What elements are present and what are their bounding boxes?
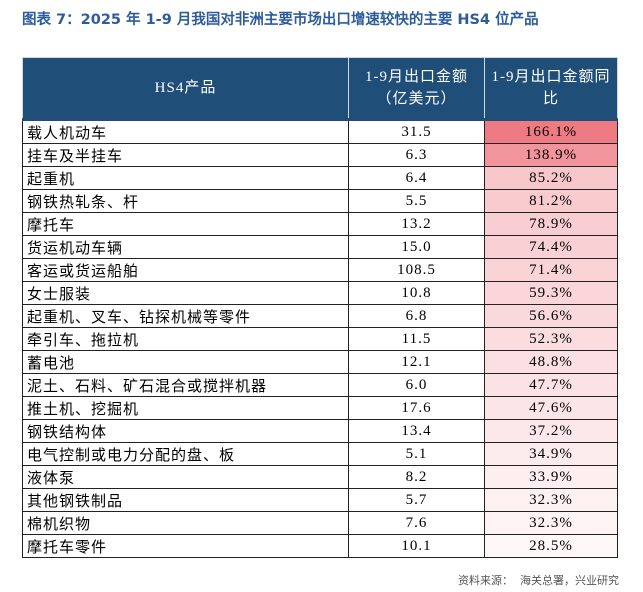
table-cell: 其他钢铁制品 bbox=[22, 488, 349, 512]
table-cell: 5.5 bbox=[348, 189, 485, 213]
table-cell: 棉机织物 bbox=[22, 511, 349, 535]
table-cell: 10.8 bbox=[348, 281, 485, 305]
table-cell: 37.2% bbox=[484, 419, 618, 443]
table-row: 棉机织物 7.6 32.3% bbox=[22, 511, 618, 535]
header-row: HS4产品 1-9月出口金额（亿美元） 1-9月出口金额同比 bbox=[22, 57, 618, 120]
table-row: 女士服装 10.8 59.3% bbox=[22, 281, 618, 305]
column-header: 1-9月出口金额同比 bbox=[484, 57, 618, 120]
table-row: 泥土、石料、矿石混合或搅拌机器 6.0 47.7% bbox=[22, 373, 618, 397]
table-cell: 17.6 bbox=[348, 396, 485, 420]
table-cell: 6.4 bbox=[348, 166, 485, 190]
table-cell: 起重机、叉车、钻探机械等零件 bbox=[22, 304, 349, 328]
table-cell: 78.9% bbox=[484, 212, 618, 236]
table-cell: 电气控制或电力分配的盘、板 bbox=[22, 442, 349, 466]
table-row: 电气控制或电力分配的盘、板 5.1 34.9% bbox=[22, 442, 618, 466]
table-cell: 28.5% bbox=[484, 534, 618, 558]
table-cell: 8.2 bbox=[348, 465, 485, 489]
table-cell: 液体泵 bbox=[22, 465, 349, 489]
table-cell: 13.4 bbox=[348, 419, 485, 443]
table-row: 其他钢铁制品 5.7 32.3% bbox=[22, 488, 618, 512]
table-cell: 起重机 bbox=[22, 166, 349, 190]
table-cell: 女士服装 bbox=[22, 281, 349, 305]
table-cell: 载人机动车 bbox=[22, 118, 349, 144]
column-header: 1-9月出口金额（亿美元） bbox=[348, 57, 485, 120]
table-row: 牵引车、拖拉机 11.5 52.3% bbox=[22, 327, 618, 351]
table-cell: 34.9% bbox=[484, 442, 618, 466]
table-row: 起重机 6.4 85.2% bbox=[22, 166, 618, 190]
table-cell: 52.3% bbox=[484, 327, 618, 351]
table-cell: 12.1 bbox=[348, 350, 485, 374]
table-cell: 33.9% bbox=[484, 465, 618, 489]
table-row: 蓄电池 12.1 48.8% bbox=[22, 350, 618, 374]
table-cell: 138.9% bbox=[484, 143, 618, 167]
table-cell: 108.5 bbox=[348, 258, 485, 282]
table-cell: 挂车及半挂车 bbox=[22, 143, 349, 167]
table-cell: 蓄电池 bbox=[22, 350, 349, 374]
title: 图表 7：2025 年 1-9 月我国对非洲主要市场出口增速较快的主要 HS4 … bbox=[22, 12, 539, 28]
table-cell: 摩托车 bbox=[22, 212, 349, 236]
table-row: 货运机动车辆 15.0 74.4% bbox=[22, 235, 618, 259]
table-row: 摩托车 13.2 78.9% bbox=[22, 212, 618, 236]
table-row: 载人机动车 31.5 166.1% bbox=[22, 118, 618, 144]
table-cell: 货运机动车辆 bbox=[22, 235, 349, 259]
table-cell: 59.3% bbox=[484, 281, 618, 305]
table-row: 钢铁结构体 13.4 37.2% bbox=[22, 419, 618, 443]
table-cell: 5.7 bbox=[348, 488, 485, 512]
table-cell: 81.2% bbox=[484, 189, 618, 213]
table-cell: 6.0 bbox=[348, 373, 485, 397]
table-row: 钢铁热轧条、杆 5.5 81.2% bbox=[22, 189, 618, 213]
table-cell: 47.6% bbox=[484, 396, 618, 420]
table-cell: 推土机、挖掘机 bbox=[22, 396, 349, 420]
table-row: 挂车及半挂车 6.3 138.9% bbox=[22, 143, 618, 167]
table-cell: 11.5 bbox=[348, 327, 485, 351]
table-row: 客运或货运船舶 108.5 71.4% bbox=[22, 258, 618, 282]
table-cell: 6.8 bbox=[348, 304, 485, 328]
table-cell: 钢铁结构体 bbox=[22, 419, 349, 443]
table-cell: 32.3% bbox=[484, 511, 618, 535]
data-table: HS4产品 1-9月出口金额（亿美元） 1-9月出口金额同比 载人机动车 31.5 16… bbox=[22, 57, 618, 558]
table-cell: 13.2 bbox=[348, 212, 485, 236]
table-cell: 牵引车、拖拉机 bbox=[22, 327, 349, 351]
column-header: HS4产品 bbox=[22, 57, 349, 120]
table-row: 摩托车零件 10.1 28.5% bbox=[22, 534, 618, 558]
table-body: 载人机动车 31.5 166.1% 挂车及半挂车 6.3 138.9% 起重机 6.4 85.2… bbox=[22, 118, 618, 558]
table-row: 起重机、叉车、钻探机械等零件 6.8 56.6% bbox=[22, 304, 618, 328]
table-cell: 摩托车零件 bbox=[22, 534, 349, 558]
table-cell: 166.1% bbox=[484, 118, 618, 144]
table-cell: 7.6 bbox=[348, 511, 485, 535]
table-cell: 56.6% bbox=[484, 304, 618, 328]
table-cell: 48.8% bbox=[484, 350, 618, 374]
table-cell: 15.0 bbox=[348, 235, 485, 259]
table-cell: 5.1 bbox=[348, 442, 485, 466]
table-cell: 钢铁热轧条、杆 bbox=[22, 189, 349, 213]
table-cell: 47.7% bbox=[484, 373, 618, 397]
table-cell: 泥土、石料、矿石混合或搅拌机器 bbox=[22, 373, 349, 397]
table-cell: 客运或货运船舶 bbox=[22, 258, 349, 282]
table-cell: 71.4% bbox=[484, 258, 618, 282]
table-cell: 6.3 bbox=[348, 143, 485, 167]
source: 资料来源： 海关总署，兴业研究 bbox=[458, 574, 619, 587]
table-cell: 74.4% bbox=[484, 235, 618, 259]
table-cell: 31.5 bbox=[348, 118, 485, 144]
table-cell: 32.3% bbox=[484, 488, 618, 512]
table-row: 推土机、挖掘机 17.6 47.6% bbox=[22, 396, 618, 420]
table-row: 液体泵 8.2 33.9% bbox=[22, 465, 618, 489]
table-cell: 85.2% bbox=[484, 166, 618, 190]
table-cell: 10.1 bbox=[348, 534, 485, 558]
